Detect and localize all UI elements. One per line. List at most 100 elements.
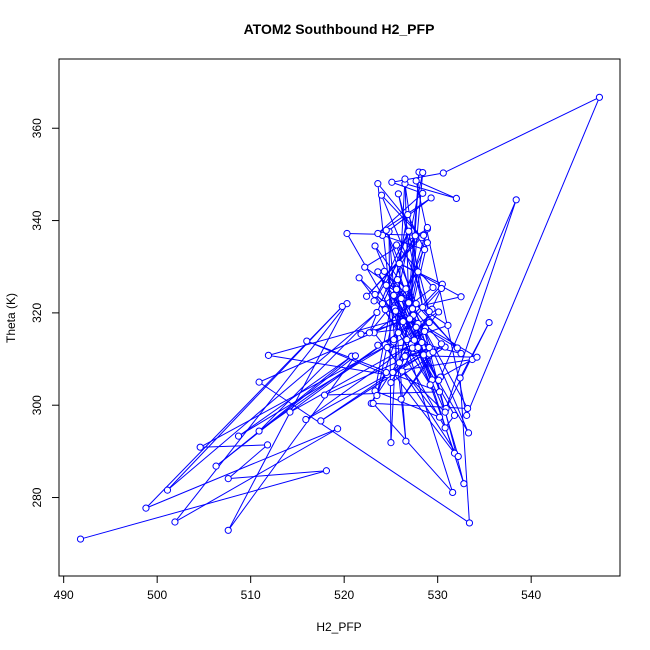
data-point: [234, 432, 243, 440]
data-point: [371, 242, 379, 250]
y-tick-label: 280: [30, 487, 44, 507]
data-point: [393, 276, 402, 284]
data-point: [224, 475, 232, 483]
series-segment: [167, 306, 343, 491]
data-point: [512, 196, 520, 204]
x-axis-label: H2_PFP: [316, 620, 361, 634]
series-segment: [306, 340, 440, 393]
data-point: [465, 519, 474, 527]
data-point: [369, 399, 377, 407]
data-point: [374, 180, 382, 188]
data-point: [382, 281, 390, 289]
data-point: [464, 404, 472, 413]
data-point: [420, 246, 429, 254]
data-point: [595, 93, 604, 101]
data-point: [454, 452, 462, 461]
data-point: [463, 411, 471, 419]
data-point: [403, 336, 411, 344]
data-point: [399, 318, 407, 326]
data-point: [437, 340, 446, 348]
series-segment: [268, 314, 414, 356]
series-segment: [373, 287, 434, 334]
data-point: [414, 268, 422, 276]
x-tick-label: 530: [428, 588, 448, 602]
series-segment: [238, 341, 394, 437]
series-segment: [393, 227, 428, 340]
series-segment: [409, 172, 424, 319]
y-axis: 280 300 320 340 360: [30, 118, 60, 508]
data-point: [420, 327, 429, 335]
series-segment: [393, 288, 442, 341]
data-point: [410, 336, 418, 344]
series-segment: [215, 355, 356, 467]
series-segment: [388, 231, 407, 442]
data-point: [255, 427, 263, 435]
data-point: [263, 441, 272, 449]
series-segment: [268, 354, 388, 376]
x-tick-label: 500: [147, 588, 167, 602]
series-segment: [399, 263, 462, 298]
data-point: [320, 391, 329, 399]
series-segment: [174, 303, 348, 523]
data-point: [444, 321, 452, 329]
data-point: [357, 330, 365, 338]
data-point: [394, 190, 402, 198]
series-segment: [306, 340, 388, 376]
series-segment: [404, 183, 457, 199]
data-point: [392, 307, 400, 315]
data-point: [389, 368, 397, 377]
data-point: [423, 223, 431, 232]
data-point: [317, 417, 325, 425]
data-point: [392, 241, 401, 249]
data-point: [419, 303, 427, 311]
series-segment: [238, 355, 352, 437]
series-segment: [374, 245, 407, 290]
data-point: [361, 263, 369, 271]
data-point: [401, 352, 409, 360]
data-point: [411, 232, 419, 240]
data-point: [402, 437, 410, 445]
data-point: [401, 175, 409, 183]
series-segment: [320, 347, 430, 422]
data-point: [378, 300, 387, 308]
data-point: [394, 329, 402, 337]
x-tick-label: 490: [54, 588, 74, 602]
data-point: [387, 439, 395, 447]
data-point: [392, 285, 401, 293]
data-point: [370, 297, 378, 305]
series-segment: [167, 312, 378, 491]
series-segment: [258, 312, 378, 432]
data-point: [377, 191, 386, 199]
x-tick-label: 540: [521, 588, 541, 602]
data-point: [390, 291, 398, 299]
data-point: [374, 268, 382, 276]
data-point: [395, 359, 403, 367]
series-layer: [76, 93, 604, 543]
data-point: [380, 267, 388, 275]
series-segment: [372, 403, 454, 493]
series-segment: [228, 470, 327, 480]
data-point: [412, 323, 420, 331]
data-point: [398, 367, 406, 375]
series-segment: [373, 230, 410, 302]
data-point: [427, 194, 435, 202]
y-axis-label: Theta (K): [4, 293, 18, 343]
data-point: [264, 351, 273, 359]
series-segment: [401, 370, 446, 413]
series-segment: [305, 343, 412, 420]
series-segment: [443, 96, 600, 174]
data-point: [457, 293, 465, 301]
data-point: [390, 336, 398, 344]
data-point: [453, 344, 461, 352]
series-segment: [258, 381, 470, 524]
series-segment: [376, 172, 424, 396]
data-point: [371, 290, 379, 299]
data-point: [373, 391, 381, 400]
data-point: [419, 168, 427, 177]
series-segment: [440, 199, 517, 378]
data-point: [435, 308, 443, 316]
series-segment: [392, 372, 455, 454]
data-point: [429, 348, 437, 356]
data-point: [397, 294, 405, 303]
